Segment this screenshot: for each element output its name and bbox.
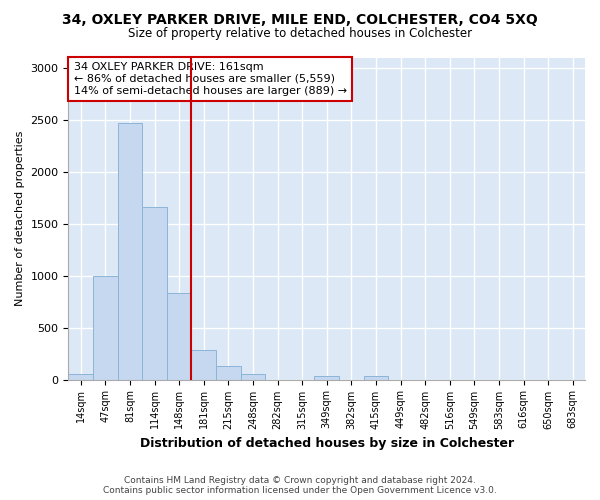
X-axis label: Distribution of detached houses by size in Colchester: Distribution of detached houses by size … — [140, 437, 514, 450]
Bar — [68, 374, 93, 380]
Bar — [191, 350, 216, 380]
Text: 34, OXLEY PARKER DRIVE, MILE END, COLCHESTER, CO4 5XQ: 34, OXLEY PARKER DRIVE, MILE END, COLCHE… — [62, 12, 538, 26]
Bar — [314, 376, 339, 380]
Text: Size of property relative to detached houses in Colchester: Size of property relative to detached ho… — [128, 28, 472, 40]
Bar — [216, 366, 241, 380]
Bar — [93, 276, 118, 380]
Bar — [142, 207, 167, 380]
Bar — [241, 374, 265, 380]
Bar — [118, 123, 142, 380]
Text: 34 OXLEY PARKER DRIVE: 161sqm
← 86% of detached houses are smaller (5,559)
14% o: 34 OXLEY PARKER DRIVE: 161sqm ← 86% of d… — [74, 62, 347, 96]
Text: Contains HM Land Registry data © Crown copyright and database right 2024.
Contai: Contains HM Land Registry data © Crown c… — [103, 476, 497, 495]
Y-axis label: Number of detached properties: Number of detached properties — [15, 131, 25, 306]
Bar — [167, 294, 191, 380]
Bar — [364, 376, 388, 380]
